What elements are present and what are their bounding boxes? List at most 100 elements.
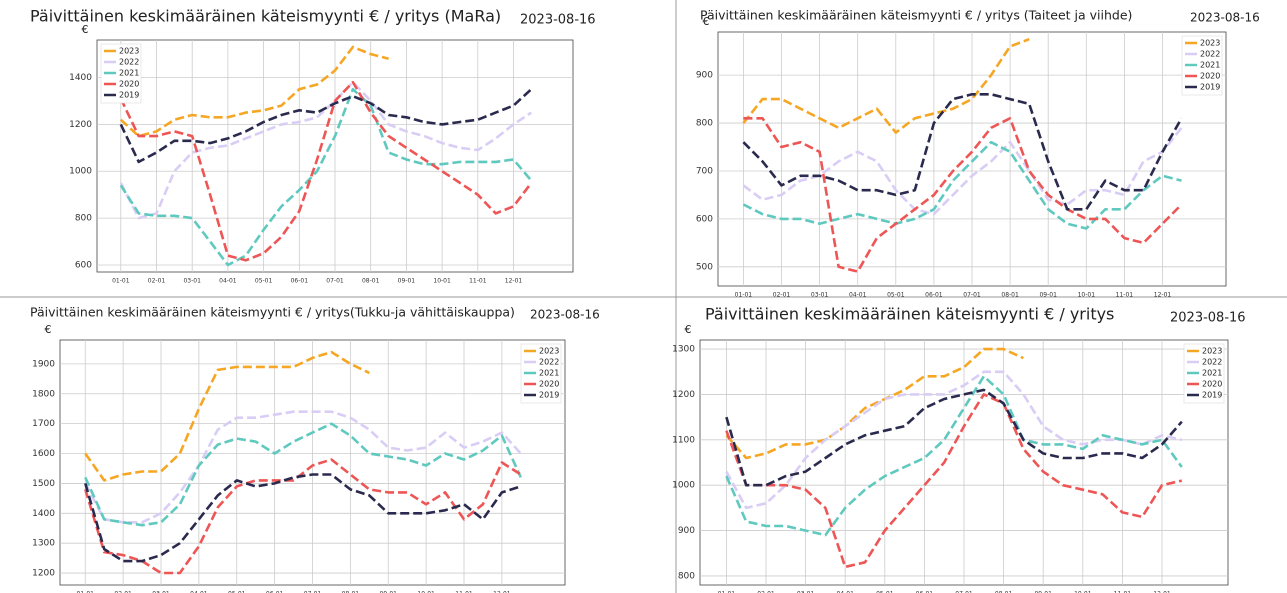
x-tick-label: 02-01 <box>114 591 132 593</box>
x-tick-label: 01-01 <box>735 292 753 299</box>
series-line <box>119 80 533 220</box>
y-tick-label: 900 <box>678 526 695 536</box>
x-tick-label: 09-01 <box>398 278 416 285</box>
x-tick-label: 10-01 <box>1074 591 1092 593</box>
series-line <box>119 87 533 267</box>
x-tick-label: 05-01 <box>255 278 273 285</box>
legend-label: 2022 <box>1200 50 1220 59</box>
x-tick-label: 04-01 <box>836 591 854 593</box>
y-tick-label: 1100 <box>672 435 695 445</box>
y-tick-label: 1700 <box>32 419 55 429</box>
series-line <box>84 410 522 524</box>
x-tick-label: 11-01 <box>1114 591 1132 593</box>
legend-label: 2020 <box>1200 72 1220 81</box>
x-tick-label: 06-01 <box>925 292 943 299</box>
y-tick-label: 1800 <box>32 389 55 399</box>
series-line <box>742 140 1182 230</box>
series-line <box>725 388 1183 487</box>
x-tick-label: 09-01 <box>1034 591 1052 593</box>
y-tick-label: 900 <box>696 71 713 81</box>
x-tick-label: 10-01 <box>433 278 451 285</box>
y-tick-label: 600 <box>696 214 713 224</box>
x-tick-label: 11-01 <box>469 278 487 285</box>
x-tick-label: 05-01 <box>228 591 246 593</box>
legend-label: 2019 <box>539 391 559 400</box>
x-tick-label: 05-01 <box>876 591 894 593</box>
legend-label: 2021 <box>1202 369 1222 378</box>
series-line <box>725 370 1183 510</box>
y-tick-label: 1300 <box>672 345 695 355</box>
legend-label: 2019 <box>1200 83 1220 92</box>
legend-label: 2019 <box>1202 391 1222 400</box>
x-tick-label: 04-01 <box>849 292 867 299</box>
legend-label: 2022 <box>119 58 139 67</box>
x-tick-label: 07-01 <box>304 591 322 593</box>
x-tick-label: 11-01 <box>1116 292 1134 299</box>
legend-label: 2021 <box>539 369 559 378</box>
y-tick-label: 1000 <box>672 481 695 491</box>
x-tick-label: 03-01 <box>811 292 829 299</box>
chart-title: Päivittäinen keskimääräinen käteismyynti… <box>30 305 515 320</box>
y-tick-label: 1200 <box>69 120 92 130</box>
series-line <box>742 93 1183 211</box>
x-tick-label: 07-01 <box>955 591 973 593</box>
series-line <box>742 37 1030 134</box>
x-tick-label: 02-01 <box>757 591 775 593</box>
legend-label: 2022 <box>1202 358 1222 367</box>
y-tick-label: 1200 <box>32 569 55 579</box>
x-tick-label: 09-01 <box>380 591 398 593</box>
series-line <box>84 458 522 575</box>
x-tick-label: 07-01 <box>326 278 344 285</box>
chart-date: 2023-08-16 <box>520 13 596 28</box>
x-tick-label: 03-01 <box>797 591 815 593</box>
series-line <box>119 45 389 138</box>
x-tick-label: 01-01 <box>112 278 130 285</box>
legend-label: 2021 <box>1200 61 1220 70</box>
x-tick-label: 08-01 <box>362 278 380 285</box>
series-line <box>119 88 533 164</box>
x-tick-label: 06-01 <box>916 591 934 593</box>
y-axis-label: € <box>82 23 89 36</box>
y-tick-label: 1300 <box>32 539 55 549</box>
y-tick-label: 1400 <box>32 509 55 519</box>
legend-label: 2022 <box>539 358 559 367</box>
y-axis-label: € <box>45 323 52 336</box>
y-tick-label: 700 <box>696 166 713 176</box>
x-tick-label: 08-01 <box>342 591 360 593</box>
x-tick-label: 03-01 <box>183 278 201 285</box>
legend-label: 2021 <box>119 69 139 78</box>
legend-label: 2023 <box>539 347 559 356</box>
y-tick-label: 1200 <box>672 390 695 400</box>
x-tick-label: 04-01 <box>190 591 208 593</box>
y-tick-label: 800 <box>696 119 713 129</box>
series-line <box>725 347 1024 460</box>
legend-label: 2023 <box>119 47 139 56</box>
x-tick-label: 05-01 <box>887 292 905 299</box>
x-tick-label: 09-01 <box>1039 292 1057 299</box>
y-tick-label: 600 <box>75 260 92 270</box>
x-tick-label: 08-01 <box>995 591 1013 593</box>
x-tick-label: 03-01 <box>152 591 170 593</box>
legend-label: 2023 <box>1200 39 1220 48</box>
x-tick-label: 06-01 <box>266 591 284 593</box>
y-tick-label: 500 <box>696 262 713 272</box>
y-tick-label: 1900 <box>32 359 55 369</box>
legend-label: 2023 <box>1202 347 1222 356</box>
series-line <box>84 473 522 563</box>
y-tick-label: 1000 <box>69 167 92 177</box>
series-line <box>84 350 370 482</box>
series-line <box>725 393 1183 569</box>
series-line <box>725 375 1183 537</box>
legend-label: 2019 <box>119 91 139 100</box>
chart-date: 2023-08-16 <box>530 308 600 322</box>
legend-label: 2020 <box>539 380 559 389</box>
x-tick-label: 12-01 <box>1153 591 1171 593</box>
legend-label: 2020 <box>1202 380 1222 389</box>
x-tick-label: 12-01 <box>493 591 511 593</box>
chart-date: 2023-08-16 <box>1170 311 1246 326</box>
x-tick-label: 08-01 <box>1001 292 1019 299</box>
y-axis-label: € <box>685 323 692 336</box>
x-tick-label: 02-01 <box>773 292 791 299</box>
chart-date: 2023-08-16 <box>1190 11 1260 25</box>
